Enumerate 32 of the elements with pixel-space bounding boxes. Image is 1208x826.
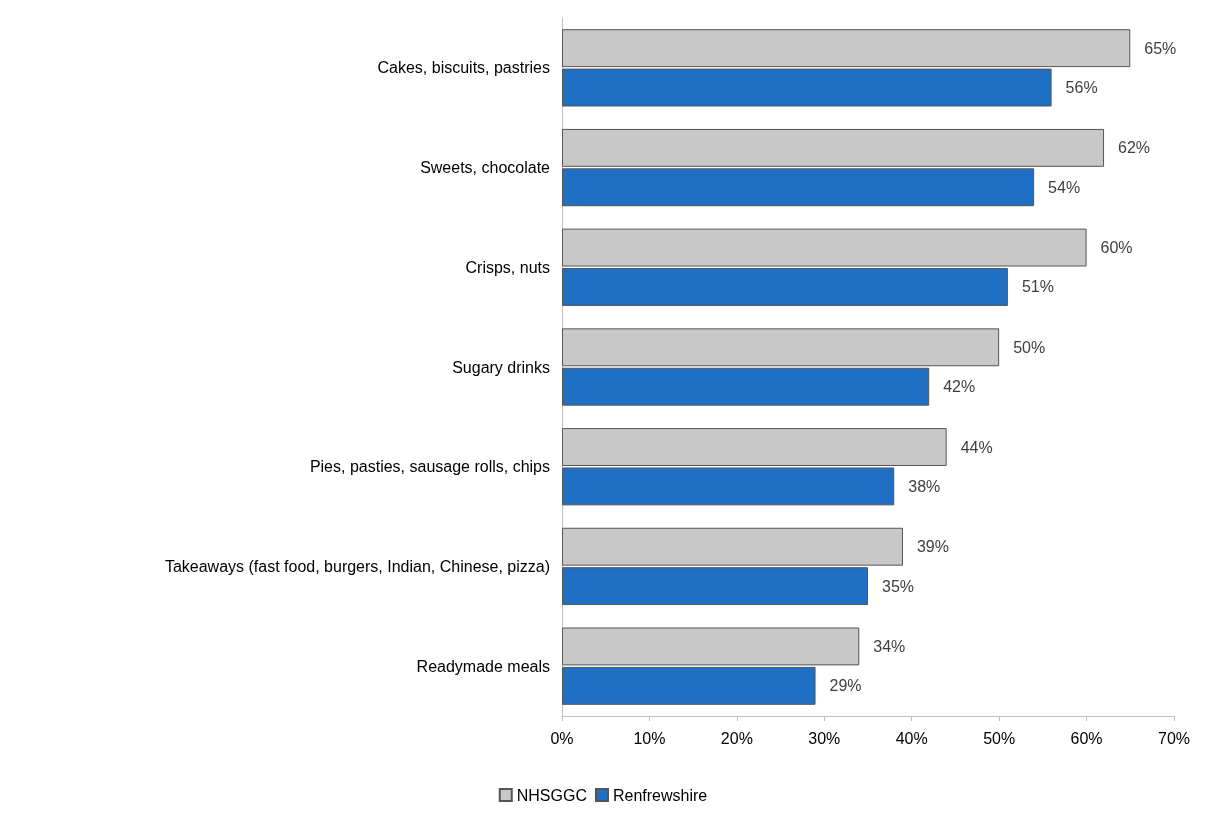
x-tick-label: 10%: [633, 729, 666, 747]
data-label: 44%: [960, 438, 993, 456]
x-tick-label: 60%: [1070, 729, 1103, 747]
x-tick-label: 30%: [808, 729, 841, 747]
y-tick-label: Cakes, biscuits, pastries: [377, 59, 550, 77]
legend-label: Renfrewshire: [612, 786, 708, 804]
data-label: 35%: [882, 577, 915, 595]
data-label: 60%: [1100, 239, 1133, 257]
y-tick-label: Crisps, nuts: [465, 258, 550, 276]
data-label: 39%: [916, 538, 949, 556]
y-tick-label: Sugary drinks: [452, 358, 550, 376]
data-label: 54%: [1048, 178, 1081, 196]
data-label: 51%: [1021, 278, 1054, 296]
y-tick-label: Takeaways (fast food, burgers, Indian, Chinese, pizza): [164, 557, 550, 575]
x-tick-label: 70%: [1157, 729, 1191, 747]
x-tick-label: 0%: [550, 729, 574, 747]
data-label: 29%: [829, 677, 862, 695]
y-tick-label: Pies, pasties, sausage rolls, chips: [309, 458, 550, 476]
data-label: 65%: [1144, 39, 1177, 57]
data-label: 38%: [908, 477, 941, 495]
y-tick-label: Readymade meals: [416, 657, 550, 675]
bar: [562, 367, 930, 406]
x-tick-label: 20%: [720, 729, 753, 747]
legend-label: NHSGGC: [516, 786, 587, 804]
data-label: 56%: [1065, 79, 1098, 97]
x-tick-label: 40%: [895, 729, 928, 747]
data-label: 42%: [943, 378, 976, 396]
data-label: 50%: [1013, 338, 1046, 356]
data-label: 34%: [873, 637, 906, 655]
data-label: 62%: [1118, 139, 1151, 157]
x-tick-label: 50%: [983, 729, 1016, 747]
y-tick-label: Sweets, chocolate: [420, 159, 551, 177]
